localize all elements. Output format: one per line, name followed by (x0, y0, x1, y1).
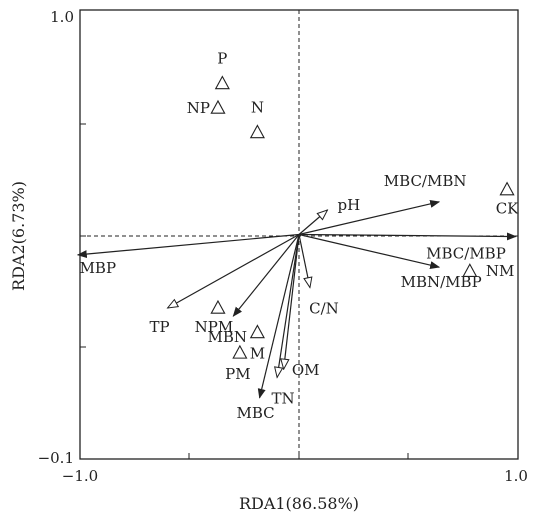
vector-label-ph: pH (337, 196, 360, 214)
vector-label-c-n: C/N (309, 300, 339, 318)
sample-point-m (249, 324, 265, 339)
sample-point-np (210, 99, 226, 114)
vector-arrow-om (284, 234, 300, 370)
sample-point-p (214, 75, 230, 90)
sample-point-ck (499, 181, 515, 196)
vector-arrow-tn (277, 234, 300, 378)
x-axis-label: RDA1(86.58%) (239, 494, 359, 513)
sample-point-pm (232, 344, 248, 359)
vector-label-mbc-mbn: MBC/MBN (384, 172, 467, 190)
sample-label-n: N (251, 98, 264, 116)
y-axis-label: RDA2(6.73%) (9, 181, 28, 291)
vector-arrow-tp (168, 233, 300, 308)
vector-arrow-mbn-mbp (298, 233, 441, 270)
sample-label-pm: PM (225, 365, 250, 383)
vector-arrow-mbc-mbn (298, 199, 441, 236)
vector-arrow-mbc (257, 234, 300, 399)
vector-label-mbc: MBC (237, 404, 275, 422)
vector-arrow-c-n (298, 234, 310, 288)
vector-label-mbc-mbp: MBC/MBP (426, 245, 506, 263)
vector-label-mbp: MBP (80, 259, 116, 277)
sample-label-ck: CK (496, 200, 519, 218)
sample-label-npm: NPM (195, 318, 234, 336)
vector-label-tp: TP (150, 318, 170, 336)
sample-point-nm (462, 263, 478, 278)
sample-label-p: P (217, 49, 227, 67)
vector-arrow-ph (298, 210, 327, 235)
vector-label-tn: TN (272, 389, 295, 407)
sample-point-n (249, 124, 265, 139)
vector-arrow-mbp (76, 233, 300, 259)
vector-arrow-mbc-mbp (298, 232, 517, 241)
sample-point-npm (210, 299, 226, 314)
x-tick-label-right: 1.0 (504, 467, 528, 485)
x-tick-label-left: −1.0 (62, 467, 98, 485)
sample-label-nm: NM (486, 262, 514, 280)
vectors-layer: pH MBC/MBN MBC/MBP MBN/MBP C/N MBP TP MBN OM TNMB… (76, 172, 517, 422)
vector-arrow-mbn (232, 234, 300, 317)
sample-label-np: NP (187, 99, 210, 117)
y-tick-label-bottom: −0.1 (38, 449, 74, 467)
y-tick-label-top: 1.0 (50, 8, 74, 26)
vector-label-om: OM (292, 361, 320, 379)
samples-layer: P NP N CK NM NPM MPM (187, 49, 519, 382)
vector-label-mbn-mbp: MBN/MBP (401, 273, 482, 291)
sample-label-m: M (250, 344, 265, 362)
vector-label-mbn: MBN (208, 328, 248, 346)
